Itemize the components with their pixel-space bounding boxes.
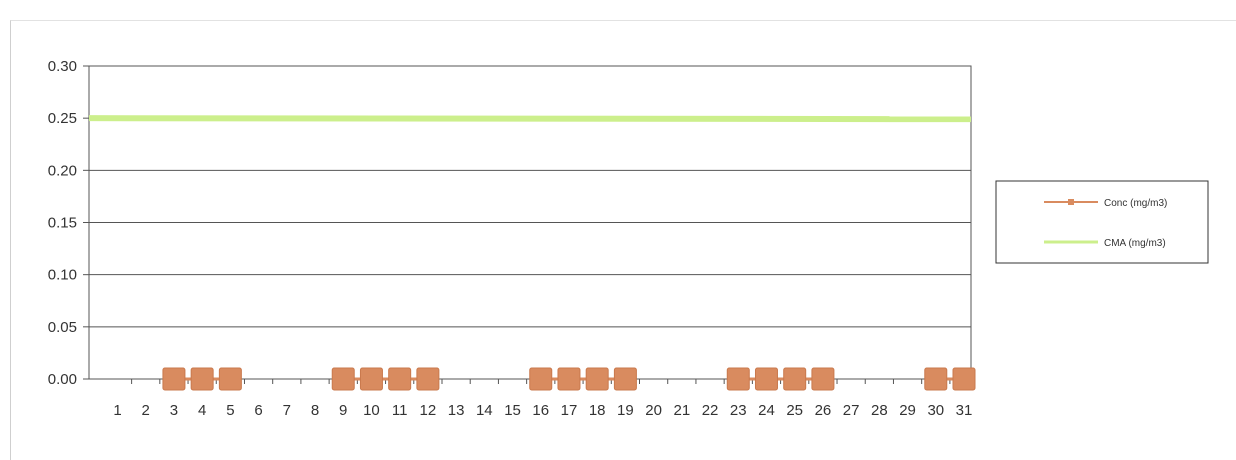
legend-box bbox=[995, 180, 1209, 264]
x-tick-label: 8 bbox=[311, 402, 319, 419]
series-layer bbox=[88, 115, 976, 391]
x-tick-label: 11 bbox=[392, 402, 408, 419]
x-tick-label: 19 bbox=[617, 402, 634, 419]
x-tick-label: 14 bbox=[476, 402, 493, 419]
y-axis-tick-labels: 0.00 0.05 0.10 0.15 0.20 0.25 0.30 bbox=[48, 58, 77, 388]
x-tick-label: 31 bbox=[956, 402, 973, 419]
data-point-conc bbox=[331, 367, 355, 391]
x-tick-label: 2 bbox=[142, 402, 150, 419]
data-point-conc bbox=[218, 367, 242, 391]
y-tick-label: 0.10 bbox=[48, 267, 77, 284]
x-tick-label: 27 bbox=[843, 402, 860, 419]
x-tick-label: 18 bbox=[589, 402, 606, 419]
x-tick-label: 10 bbox=[363, 402, 380, 419]
legend: Conc (mg/m3) CMA (mg/m3) bbox=[995, 180, 1209, 264]
x-axis-tick-labels: 1 2 3 4 5 6 7 8 9 10 11 12 13 14 15 16 17 18 19 20 21 22 23 24 2… bbox=[113, 402, 972, 419]
data-point-conc bbox=[924, 367, 948, 391]
legend-label-cma: CMA (mg/m3) bbox=[1104, 238, 1166, 249]
x-tick-label: 7 bbox=[283, 402, 291, 419]
x-tick-label: 3 bbox=[170, 402, 178, 419]
x-tick-label: 16 bbox=[532, 402, 549, 419]
x-tick-label: 21 bbox=[673, 402, 690, 419]
x-tick-label: 5 bbox=[226, 402, 234, 419]
data-point-conc bbox=[190, 367, 214, 391]
x-tick-label: 29 bbox=[899, 402, 916, 419]
data-point-conc bbox=[162, 367, 186, 391]
y-tick-label: 0.30 bbox=[48, 58, 77, 75]
data-point-conc bbox=[585, 367, 609, 391]
x-tick-label: 25 bbox=[786, 402, 803, 419]
chart-area bbox=[10, 20, 1236, 460]
x-tick-label: 26 bbox=[815, 402, 832, 419]
x-tick-label: 15 bbox=[504, 402, 521, 419]
data-point-conc bbox=[416, 367, 440, 391]
series-line-cma bbox=[88, 115, 972, 123]
x-tick-label: 20 bbox=[645, 402, 662, 419]
x-tick-label: 23 bbox=[730, 402, 747, 419]
x-tick-label: 6 bbox=[254, 402, 262, 419]
data-point-conc bbox=[726, 367, 750, 391]
y-tick-label: 0.20 bbox=[48, 162, 77, 179]
y-tick-label: 0.05 bbox=[48, 319, 77, 336]
data-point-conc bbox=[529, 367, 553, 391]
x-tick-label: 24 bbox=[758, 402, 775, 419]
x-tick-label: 4 bbox=[198, 402, 206, 419]
x-tick-label: 12 bbox=[420, 402, 437, 419]
y-tick-label: 0.00 bbox=[48, 371, 77, 388]
y-tick-label: 0.15 bbox=[48, 215, 77, 232]
x-tick-label: 17 bbox=[561, 402, 578, 419]
x-tick-label: 22 bbox=[702, 402, 719, 419]
legend-label-conc: Conc (mg/m3) bbox=[1104, 198, 1167, 209]
x-tick-label: 28 bbox=[871, 402, 888, 419]
legend-marker-conc bbox=[1068, 199, 1074, 205]
data-point-conc bbox=[359, 367, 383, 391]
data-point-conc bbox=[557, 367, 581, 391]
x-tick-label: 9 bbox=[339, 402, 347, 419]
x-tick-label: 1 bbox=[113, 402, 121, 419]
data-point-conc bbox=[754, 367, 778, 391]
x-tick-label: 13 bbox=[448, 402, 465, 419]
data-point-conc bbox=[388, 367, 412, 391]
data-point-conc bbox=[613, 367, 637, 391]
y-tick-label: 0.25 bbox=[48, 110, 77, 127]
data-point-conc bbox=[783, 367, 807, 391]
data-point-conc bbox=[811, 367, 835, 391]
data-point-conc bbox=[952, 367, 976, 391]
x-tick-label: 30 bbox=[927, 402, 944, 419]
